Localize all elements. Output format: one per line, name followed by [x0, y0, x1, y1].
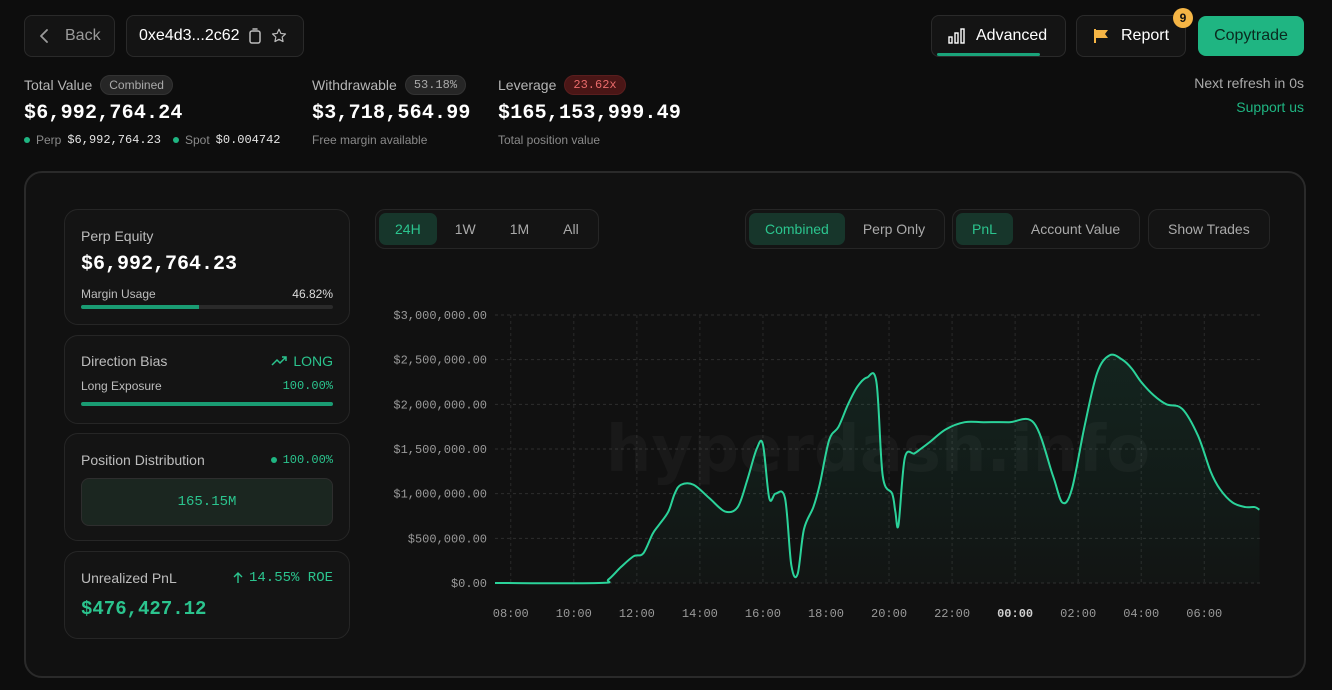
portfolio-card: Perp Equity $6,992,764.23 Margin Usage 4… — [24, 171, 1306, 678]
perp-equity-title: Perp Equity — [81, 228, 154, 244]
withdrawable-stat: Withdrawable 53.18% $3,718,564.99 Free m… — [312, 75, 471, 147]
range-all[interactable]: All — [563, 221, 579, 237]
pnl-chart: hyperdash.info $3,000,000.00$2,500,000.0… — [393, 309, 1261, 621]
arrow-up-icon — [233, 572, 243, 583]
address-display: 0xe4d3...2c62 — [126, 15, 304, 57]
show-trades-button[interactable]: Show Trades — [1168, 221, 1250, 237]
bar-chart-icon — [948, 28, 965, 44]
long-exposure-label: Long Exposure — [81, 379, 162, 393]
total-value: $6,992,764.24 — [24, 102, 183, 125]
y-tick-label: $1,500,000.00 — [393, 443, 487, 457]
spot-dot — [172, 137, 179, 143]
mode-perp-only[interactable]: Perp Only — [862, 221, 926, 237]
x-tick-label: 06:00 — [1186, 607, 1222, 621]
pnl-line — [494, 353, 1260, 585]
withdrawable-sub: Free margin available — [312, 133, 428, 147]
range-1w[interactable]: 1W — [454, 221, 476, 237]
y-tick-label: $2,000,000.00 — [393, 398, 487, 412]
withdrawable-value: $3,718,564.99 — [312, 102, 471, 125]
x-tick-label: 14:00 — [682, 607, 718, 621]
spot-label: Spot — [184, 133, 210, 147]
x-tick-label: 00:00 — [997, 607, 1033, 621]
back-button[interactable]: Back — [24, 15, 115, 57]
perp-equity-value: $6,992,764.23 — [81, 253, 238, 276]
range-1m[interactable]: 1M — [509, 221, 530, 237]
y-tick-label: $1,000,000.00 — [393, 488, 487, 502]
mode-combined[interactable]: Combined — [749, 213, 845, 245]
x-tick-label: 18:00 — [808, 607, 844, 621]
position-distribution-title: Position Distribution — [81, 452, 205, 468]
x-tick-label: 20:00 — [871, 607, 907, 621]
y-tick-label: $2,500,000.00 — [393, 354, 487, 368]
withdrawable-pill: 53.18% — [404, 75, 467, 95]
leverage-sub: Total position value — [498, 133, 601, 147]
x-tick-label: 02:00 — [1060, 607, 1096, 621]
x-tick-label: 04:00 — [1123, 607, 1159, 621]
leverage-value: $165,153,999.49 — [498, 102, 682, 125]
report-button[interactable]: Report — [1076, 15, 1186, 57]
direction-bias-title: Direction Bias — [81, 353, 168, 369]
range-24h[interactable]: 24H — [379, 213, 437, 245]
back-label: Back — [65, 27, 101, 44]
y-tick-label: $500,000.00 — [408, 532, 487, 546]
x-tick-label: 22:00 — [934, 607, 970, 621]
support-link[interactable]: Support us — [1236, 99, 1304, 115]
flag-icon — [1094, 29, 1108, 43]
total-value-label: Total Value — [24, 77, 93, 93]
report-badge: 9 — [1173, 8, 1193, 28]
distribution-percent: 100.00% — [282, 453, 333, 467]
leverage-stat: Leverage 23.62x $165,153,999.49 Total po… — [498, 75, 681, 147]
copytrade-button[interactable]: Copytrade — [1198, 16, 1304, 56]
combined-pill: Combined — [100, 75, 173, 95]
direction-bias-value: LONG — [293, 353, 333, 369]
show-trades-toggle: Show Trades — [1148, 209, 1270, 249]
y-tick-label: $0.00 — [451, 577, 487, 591]
trending-up-icon — [271, 356, 288, 366]
x-tick-label: 16:00 — [745, 607, 781, 621]
distribution-box[interactable]: 165.15M — [81, 478, 333, 526]
report-label: Report — [1121, 27, 1170, 44]
copy-icon[interactable] — [248, 28, 262, 44]
long-exposure-fill — [81, 402, 333, 406]
x-tick-label: 10:00 — [556, 607, 592, 621]
wallet-address: 0xe4d3...2c62 — [139, 27, 240, 44]
unrealized-pnl-panel: Unrealized PnL 14.55% ROE $476,427.12 — [64, 551, 350, 639]
advanced-underline — [937, 53, 1040, 56]
position-distribution-panel: Position Distribution 100.00% 165.15M — [64, 433, 350, 541]
distribution-dot — [270, 457, 277, 463]
mode-toggle: Combined Perp Only — [745, 209, 946, 249]
perp-dot — [24, 137, 30, 143]
leverage-label: Leverage — [498, 77, 557, 93]
metric-account-value[interactable]: Account Value — [1030, 221, 1121, 237]
roe-value: 14.55% ROE — [248, 570, 333, 586]
metric-toggle: PnL Account Value — [952, 209, 1141, 249]
perp-equity-panel: Perp Equity $6,992,764.23 Margin Usage 4… — [64, 209, 350, 325]
range-toggle: 24H 1W 1M All — [375, 209, 599, 249]
y-tick-label: $3,000,000.00 — [393, 309, 487, 323]
long-exposure-bar — [81, 402, 333, 406]
spot-value: $0.004742 — [215, 133, 281, 147]
chevron-left-icon — [40, 29, 48, 43]
perp-label: Perp — [36, 133, 62, 147]
long-exposure-value: 100.00% — [282, 379, 333, 393]
margin-usage-value: 46.82% — [292, 287, 333, 301]
advanced-label: Advanced — [976, 27, 1048, 44]
margin-usage-fill — [81, 305, 199, 309]
leverage-pill: 23.62x — [564, 75, 626, 95]
x-tick-label: 08:00 — [493, 607, 529, 621]
direction-bias-panel: Direction Bias LONG Long Exposure 100.00… — [64, 335, 350, 424]
refresh-status: Next refresh in 0s — [1194, 75, 1304, 91]
x-tick-label: 12:00 — [619, 607, 655, 621]
total-value-stat: Total Value Combined $6,992,764.24 Perp … — [24, 75, 280, 147]
unrealized-pnl-value: $476,427.12 — [81, 598, 207, 620]
perp-value: $6,992,764.23 — [67, 133, 161, 147]
withdrawable-label: Withdrawable — [312, 77, 397, 93]
unrealized-pnl-title: Unrealized PnL — [81, 570, 177, 586]
pnl-area — [495, 354, 1260, 584]
advanced-button[interactable]: Advanced — [931, 15, 1066, 57]
metric-pnl[interactable]: PnL — [956, 213, 1013, 245]
margin-usage-bar — [81, 305, 333, 309]
margin-usage-label: Margin Usage — [81, 287, 156, 301]
star-icon[interactable] — [270, 27, 288, 45]
